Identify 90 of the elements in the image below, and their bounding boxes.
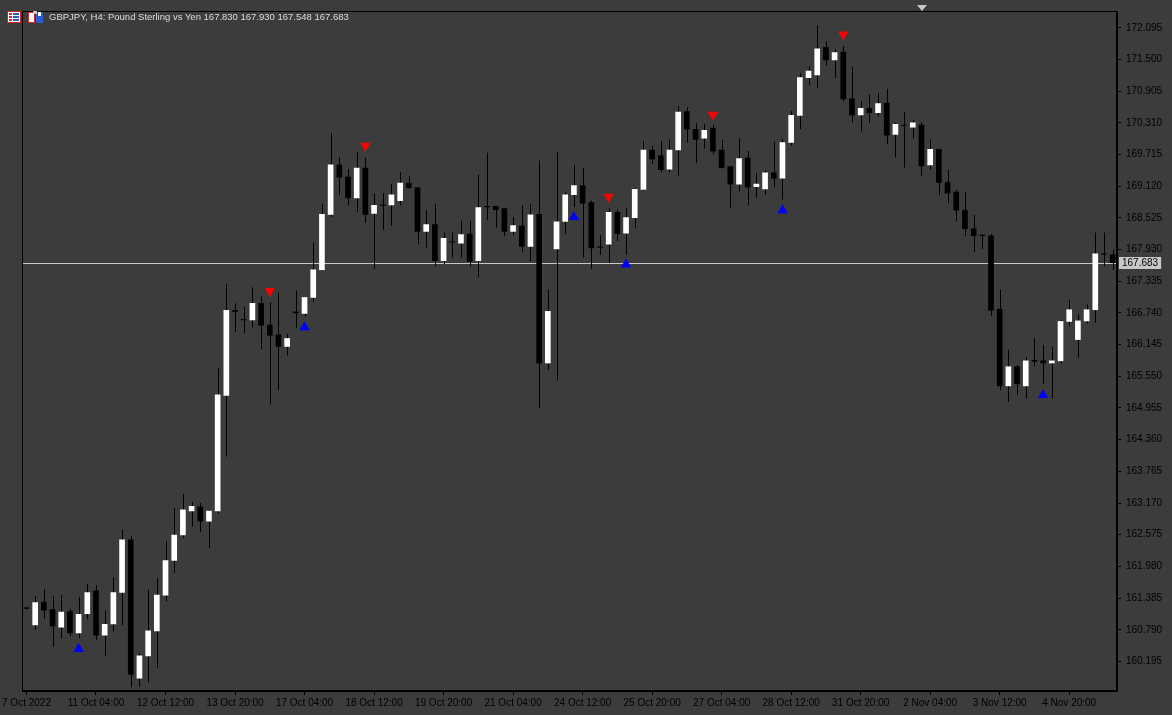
candlestick <box>649 145 655 165</box>
candlestick <box>762 170 768 196</box>
y-tick-label: 165.550 <box>1126 370 1163 382</box>
y-tick-label: 161.980 <box>1126 560 1163 572</box>
candlestick <box>727 165 734 209</box>
y-tick-label: 166.740 <box>1126 306 1163 318</box>
candlestick <box>371 193 377 270</box>
candlestick <box>1014 364 1020 396</box>
point <box>299 321 310 331</box>
x-tick-label: 28 Oct 12:00 <box>762 696 821 708</box>
candlestick <box>266 301 273 406</box>
point <box>777 204 788 214</box>
ref-line-label: 167.683 <box>1122 257 1159 269</box>
candlestick <box>388 183 395 227</box>
candlestick <box>953 189 960 222</box>
candlestick <box>1066 299 1073 327</box>
candlestick <box>345 168 351 206</box>
candlestick <box>379 192 386 231</box>
candlestick <box>41 588 47 620</box>
point <box>603 193 614 203</box>
candlestick <box>510 216 516 236</box>
candlestick <box>492 205 499 229</box>
candlestick <box>518 204 525 253</box>
candlestick <box>101 610 108 657</box>
candlestick <box>909 119 916 140</box>
y-tick-label: 163.765 <box>1126 465 1163 477</box>
candlestick <box>823 40 829 67</box>
y-tick-label: 166.145 <box>1126 338 1163 350</box>
y-tick-label: 162.575 <box>1126 528 1163 540</box>
candlestick <box>67 608 73 637</box>
y-tick-label: 167.930 <box>1126 243 1163 255</box>
x-tick-label: 21 Oct 04:00 <box>484 696 543 708</box>
candlestick <box>849 66 855 123</box>
y-tick-label: 163.170 <box>1126 496 1163 508</box>
y-tick-label: 171.500 <box>1126 53 1163 65</box>
candlestick <box>770 141 777 188</box>
candlestick <box>970 214 977 253</box>
point <box>73 642 84 652</box>
candlestick <box>571 164 577 208</box>
candlestick <box>336 156 343 196</box>
point <box>620 258 632 268</box>
candlestick <box>258 295 264 350</box>
candlestick <box>1075 313 1081 359</box>
y-tick-label: 160.790 <box>1126 623 1163 635</box>
candlestick <box>579 167 586 259</box>
candlestick <box>501 208 508 237</box>
point <box>1037 388 1049 398</box>
candlestick <box>397 171 403 206</box>
candlestick <box>892 122 899 158</box>
candlestick <box>32 595 38 631</box>
candlestick <box>284 333 290 357</box>
point <box>568 211 580 221</box>
candlestick <box>710 123 716 155</box>
y-tick-label: 164.360 <box>1126 433 1163 445</box>
candlestick <box>423 209 430 248</box>
candlestick <box>232 302 238 333</box>
y-tick-label: 169.120 <box>1126 179 1163 191</box>
candlestick <box>623 208 629 256</box>
candlestick <box>684 106 690 144</box>
candlestick <box>197 502 204 533</box>
candlestick <box>1031 337 1038 367</box>
y-tick-label: 161.385 <box>1126 591 1163 603</box>
y-tick-label: 170.905 <box>1126 84 1163 96</box>
chart-title: GBPJPY, H4: Pound Sterling vs Yen 167.830 167.930 167.548 167.683 <box>49 11 349 23</box>
point <box>360 142 371 152</box>
point <box>838 31 849 41</box>
y-tick-label: 164.955 <box>1126 401 1163 413</box>
candlestick <box>1101 232 1107 267</box>
candlestick <box>692 122 699 164</box>
y-tick-label: 170.310 <box>1126 116 1163 128</box>
candlestick <box>458 220 464 259</box>
x-tick-label: 3 Nov 12:00 <box>972 696 1028 708</box>
y-tick-label: 172.095 <box>1126 21 1163 33</box>
candlestick <box>875 92 881 117</box>
candlestick <box>301 296 308 318</box>
candlestick <box>84 583 91 620</box>
candlestick <box>927 138 934 171</box>
y-tick-label: 168.525 <box>1126 211 1163 223</box>
y-tick-label: 160.195 <box>1126 655 1163 667</box>
y-tick-label: 167.335 <box>1126 274 1163 286</box>
candlestick <box>701 123 708 149</box>
y-tick-label: 169.715 <box>1126 148 1163 160</box>
candlestick <box>58 594 65 639</box>
candlestick <box>275 292 282 391</box>
point <box>707 111 719 121</box>
candlestick <box>1083 303 1090 325</box>
candlestick <box>962 191 968 237</box>
candlestick <box>206 508 212 549</box>
candlestick <box>657 140 664 173</box>
x-tick-label: 7 Oct 2022 <box>2 696 52 708</box>
